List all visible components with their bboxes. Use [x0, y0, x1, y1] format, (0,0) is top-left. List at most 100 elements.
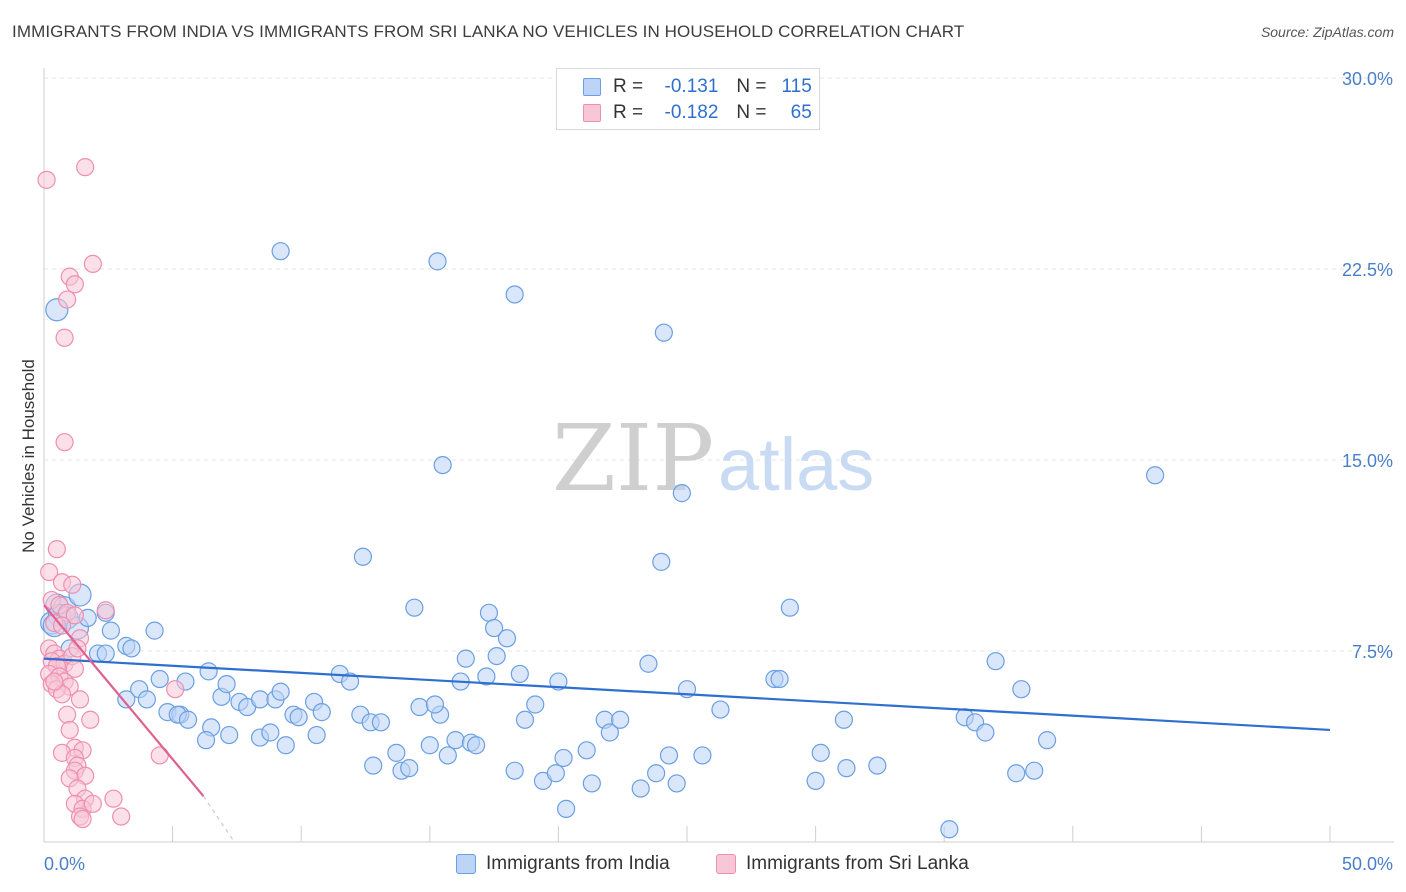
- x-tick-label: 0.0%: [44, 854, 85, 874]
- y-tick-label: 22.5%: [1342, 260, 1393, 280]
- india-point: [672, 484, 691, 503]
- india-point: [178, 710, 198, 729]
- gridlines: [44, 77, 1394, 652]
- sri-lanka-point: [83, 794, 102, 813]
- india-point: [811, 743, 830, 762]
- india-point: [289, 708, 308, 727]
- india-point: [261, 723, 280, 742]
- india-point: [456, 649, 475, 668]
- india-point: [770, 669, 789, 689]
- india-point: [122, 639, 141, 658]
- source-credit: Source: ZipAtlas.com: [1260, 24, 1394, 40]
- bottom-india-swatch: [456, 854, 476, 874]
- sri-lanka-points: [37, 158, 185, 829]
- india-point: [276, 736, 295, 755]
- india-point: [868, 756, 887, 775]
- axes: [43, 68, 1394, 843]
- india-point: [711, 700, 730, 719]
- india-point: [117, 690, 136, 709]
- legend-row-sri-lanka: R = -0.182 N = 65: [583, 101, 812, 125]
- sri-lanka-swatch: [583, 104, 601, 122]
- india-point: [611, 710, 630, 729]
- sri-lanka-point: [58, 290, 77, 309]
- sri-lanka-point: [55, 433, 74, 452]
- india-r-value: -0.131: [664, 76, 719, 97]
- india-swatch: [583, 78, 601, 96]
- india-point: [199, 662, 218, 681]
- india-point: [410, 697, 429, 717]
- india-point: [652, 552, 671, 571]
- sri-lanka-point: [68, 639, 87, 658]
- sri-lanka-point: [65, 275, 84, 294]
- india-point: [400, 759, 419, 778]
- india-point: [639, 654, 658, 673]
- india-point: [577, 741, 596, 760]
- india-point: [505, 761, 524, 780]
- india-point: [647, 764, 666, 783]
- sri-lanka-n-value: 65: [790, 102, 812, 123]
- sri-lanka-trend-line: [43, 604, 205, 797]
- bottom-sri-lanka-swatch: [716, 854, 736, 874]
- india-point: [371, 713, 391, 732]
- india-point: [485, 618, 504, 638]
- legend-row-india: R = -0.131 N = 115: [583, 75, 812, 99]
- chart-title: IMMIGRANTS FROM INDIA VS IMMIGRANTS FROM…: [12, 22, 965, 41]
- india-point: [546, 764, 565, 783]
- india-point: [667, 774, 686, 793]
- sri-lanka-n-label: N =: [736, 102, 767, 123]
- india-point: [654, 323, 673, 342]
- india-point: [420, 736, 439, 755]
- india-point: [1146, 466, 1165, 485]
- trend-lines: [43, 604, 1331, 843]
- india-point: [834, 710, 853, 729]
- watermark-atlas: atlas: [718, 423, 874, 506]
- y-tick-label: 7.5%: [1352, 642, 1393, 662]
- sri-lanka-point: [166, 680, 185, 699]
- india-point: [137, 690, 156, 709]
- india-point: [405, 598, 424, 617]
- bottom-legend-india: Immigrants from India: [456, 852, 670, 876]
- sri-lanka-point: [104, 789, 123, 808]
- x-tick-label: 50.0%: [1342, 854, 1393, 874]
- india-point: [271, 682, 290, 701]
- india-point: [364, 756, 383, 775]
- india-points: [40, 242, 1165, 839]
- india-point: [250, 690, 270, 709]
- sri-lanka-point: [55, 328, 74, 347]
- india-point: [340, 672, 360, 691]
- india-point: [510, 664, 529, 684]
- india-point: [515, 710, 535, 729]
- india-point: [986, 652, 1005, 671]
- india-n-label: N =: [736, 76, 767, 97]
- india-point: [497, 629, 517, 648]
- india-point: [1037, 731, 1057, 750]
- sri-lanka-point: [65, 606, 84, 625]
- india-point: [271, 242, 290, 261]
- india-point: [780, 598, 799, 617]
- sri-lanka-point: [47, 540, 66, 559]
- india-point: [446, 731, 465, 750]
- bottom-legend-sri-lanka: Immigrants from Sri Lanka: [716, 852, 969, 876]
- tick-labels: 7.5% 15.0% 22.5% 30.0% 0.0% 50.0%: [44, 69, 1393, 874]
- bottom-india-label: Immigrants from India: [486, 853, 670, 874]
- sri-lanka-trend-extension: [202, 795, 235, 843]
- india-point: [1025, 761, 1044, 780]
- india-point: [466, 736, 486, 755]
- india-point: [101, 621, 120, 640]
- india-point: [600, 723, 619, 742]
- india-point: [487, 646, 506, 666]
- y-tick-label: 15.0%: [1342, 451, 1393, 471]
- sri-lanka-point: [60, 720, 79, 740]
- india-point: [477, 667, 496, 686]
- india-point: [353, 547, 373, 566]
- sri-lanka-point: [40, 562, 59, 582]
- india-point: [96, 644, 115, 663]
- india-point: [582, 774, 601, 793]
- india-point: [433, 455, 452, 475]
- sri-lanka-r-label: R =: [613, 102, 644, 123]
- bottom-sri-lanka-label: Immigrants from Sri Lanka: [746, 853, 969, 874]
- india-point: [428, 252, 447, 271]
- sri-lanka-point: [73, 809, 92, 829]
- sri-lanka-point: [37, 170, 56, 189]
